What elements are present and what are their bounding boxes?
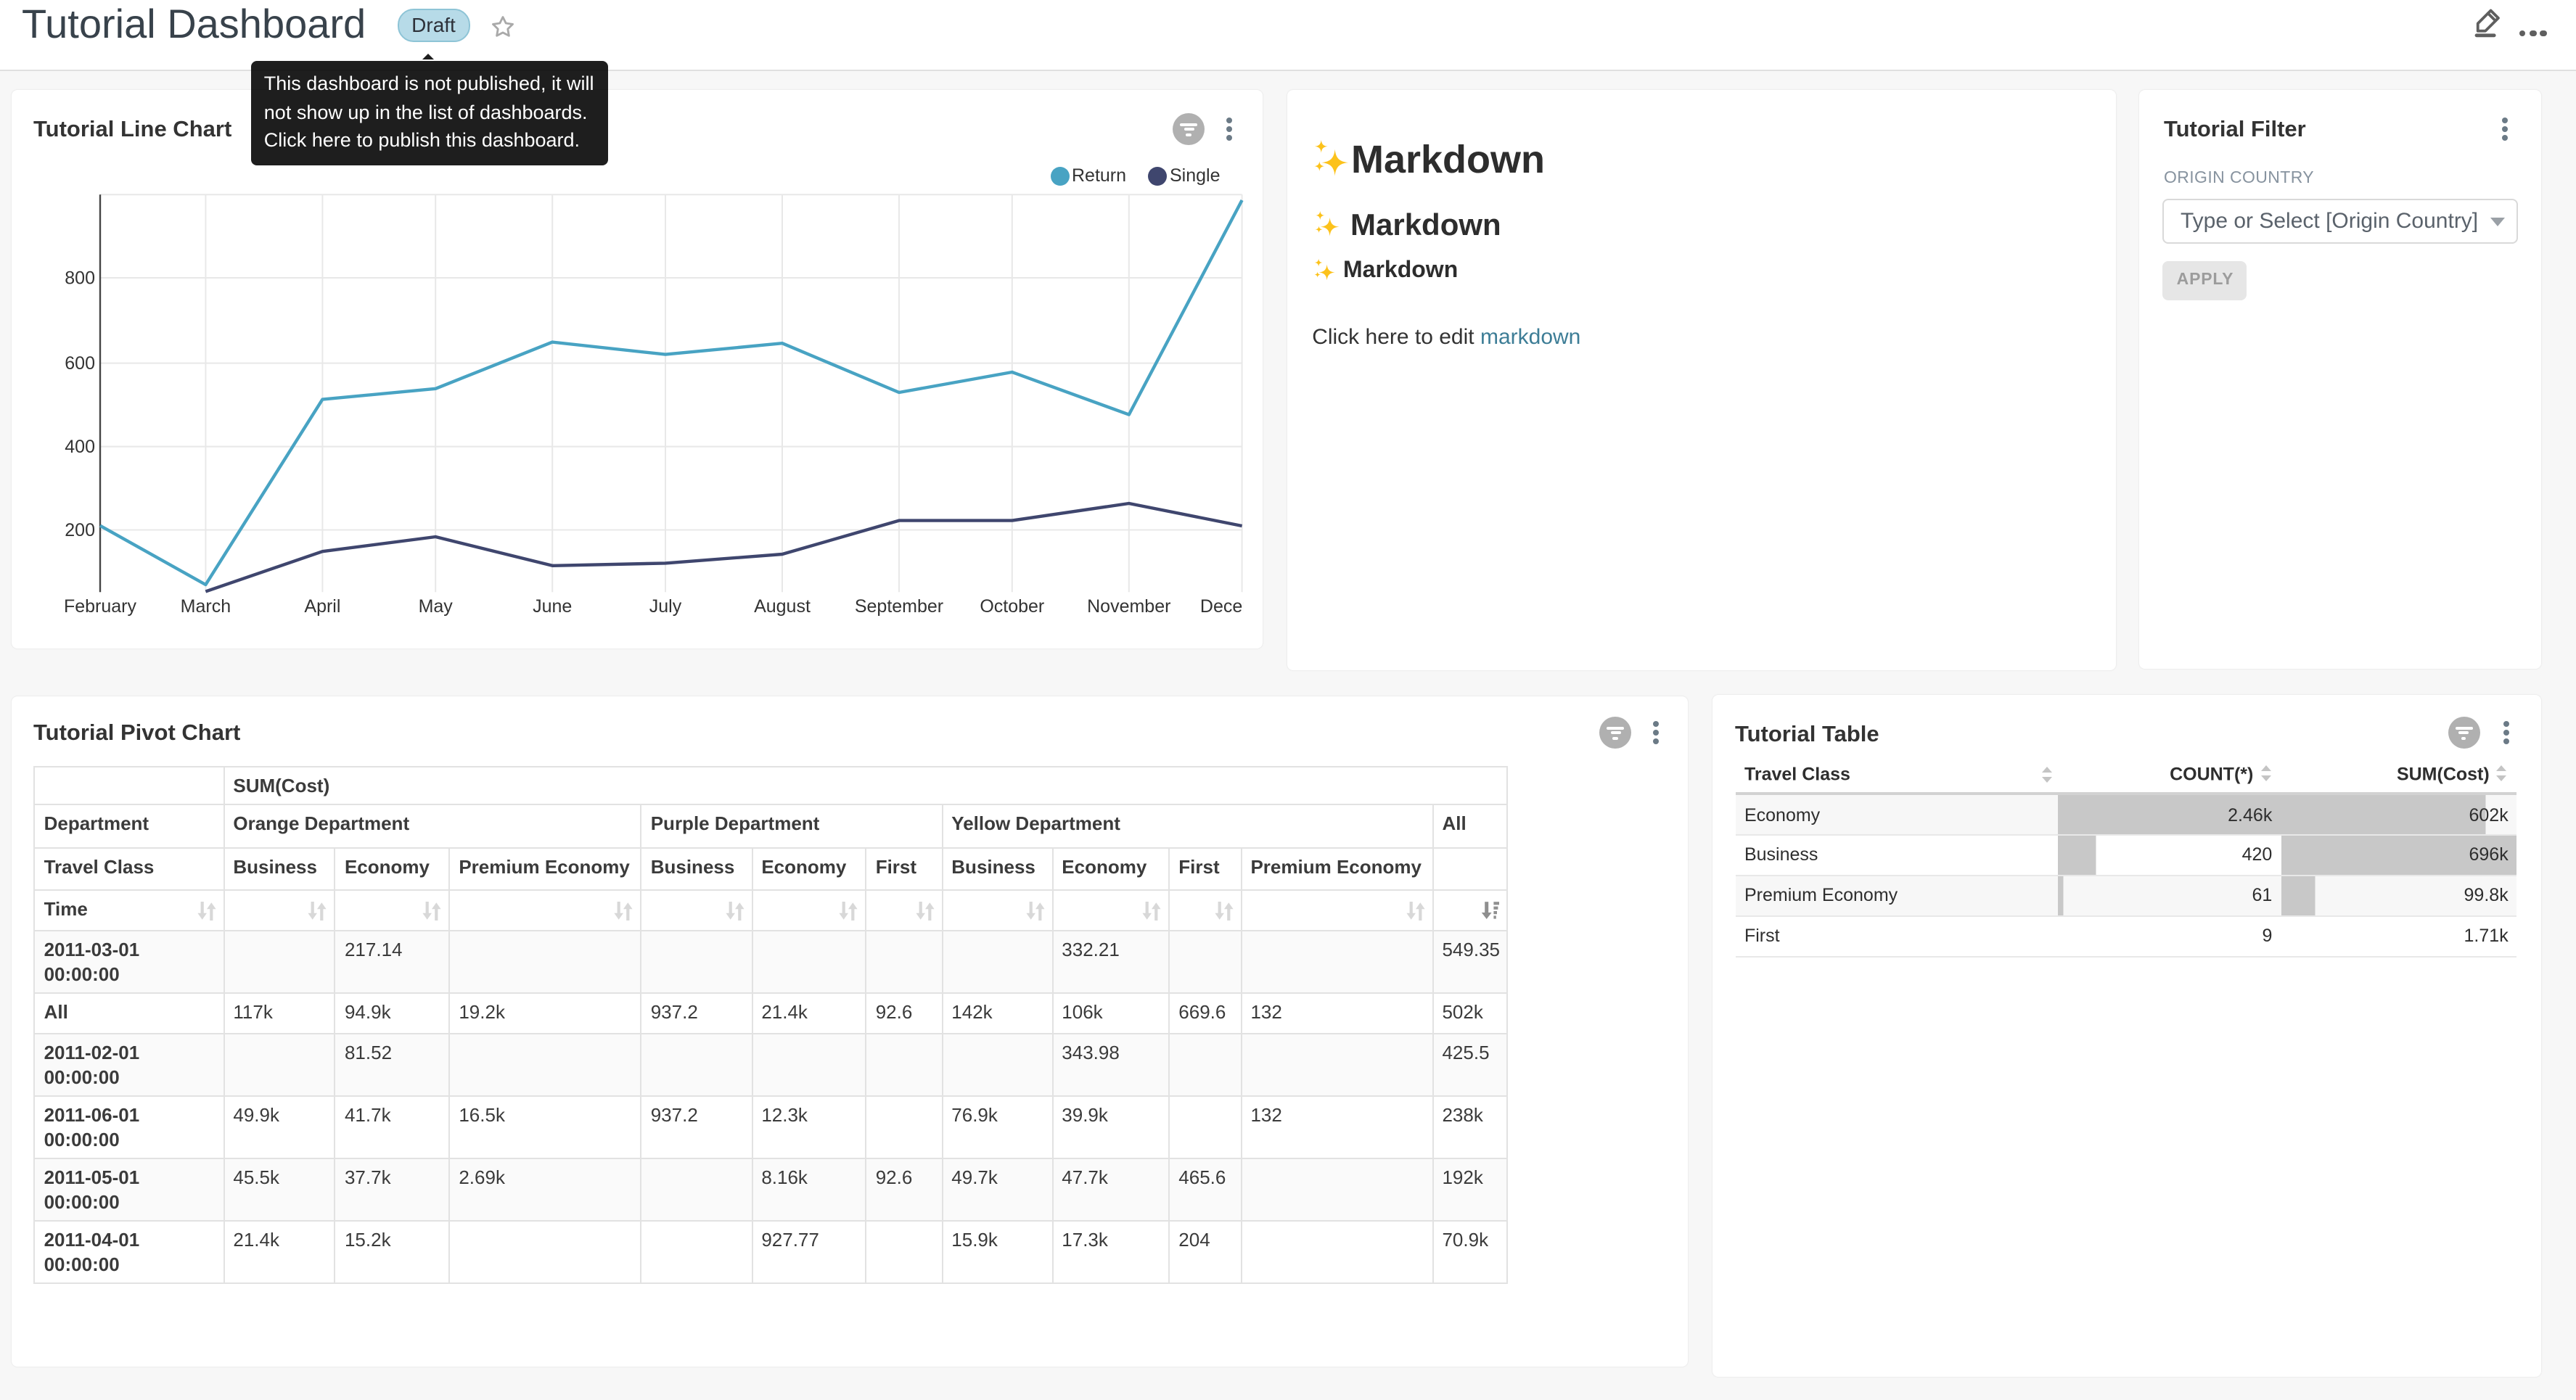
svg-text:June: June	[533, 596, 572, 616]
svg-text:200: 200	[65, 519, 95, 540]
svg-text:August: August	[754, 596, 811, 616]
svg-text:November: November	[1087, 596, 1170, 616]
svg-text:December: December	[1200, 596, 1244, 616]
svg-text:May: May	[419, 596, 454, 616]
svg-text:September: September	[855, 596, 943, 616]
svg-text:March: March	[181, 596, 231, 616]
svg-text:October: October	[980, 596, 1044, 616]
svg-text:600: 600	[65, 353, 95, 373]
svg-text:April: April	[304, 596, 340, 616]
svg-text:400: 400	[65, 436, 95, 456]
svg-text:800: 800	[65, 268, 95, 288]
svg-text:July: July	[649, 596, 682, 616]
svg-text:February: February	[64, 596, 137, 616]
